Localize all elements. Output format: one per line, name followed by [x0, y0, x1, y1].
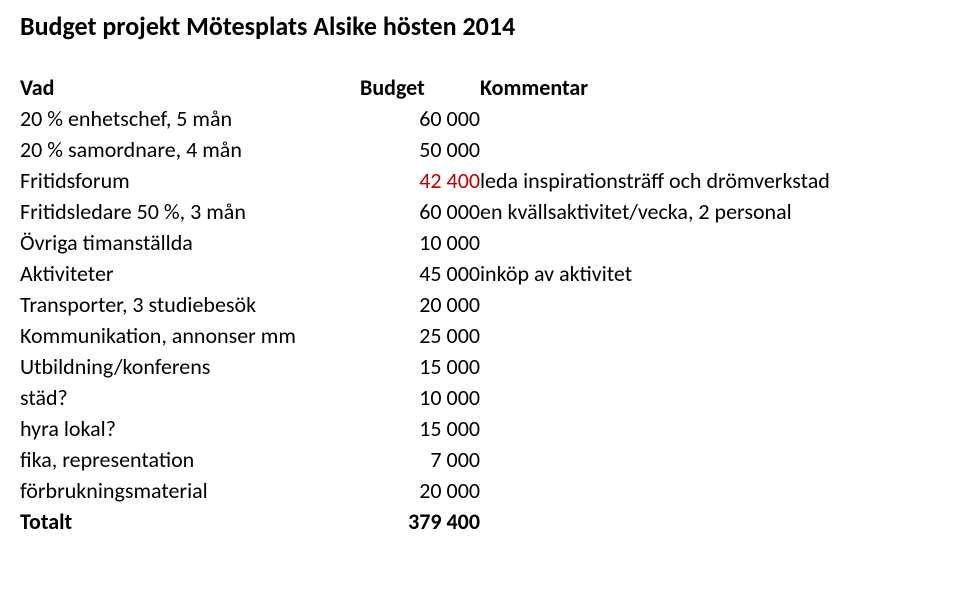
cell-kommentar: [480, 413, 940, 444]
cell-vad: Transporter, 3 studiebesök: [20, 289, 360, 320]
page: Budget projekt Mötesplats Alsike hösten …: [0, 0, 960, 547]
cell-vad: Fritidsledare 50 %, 3 mån: [20, 196, 360, 227]
col-header-kommentar: Kommentar: [480, 72, 940, 103]
table-row: Övriga timanställda10 000: [20, 227, 940, 258]
table-total-row: Totalt379 400: [20, 506, 940, 537]
table-row: städ?10 000: [20, 382, 940, 413]
cell-budget: 60 000: [360, 196, 480, 227]
cell-kommentar: inköp av aktivitet: [480, 258, 940, 289]
cell-budget: 20 000: [360, 289, 480, 320]
cell-vad: Kommunikation, annonser mm: [20, 320, 360, 351]
table-row: Kommunikation, annonser mm25 000: [20, 320, 940, 351]
table-row: 20 % enhetschef, 5 mån60 000: [20, 103, 940, 134]
table-row: Transporter, 3 studiebesök20 000: [20, 289, 940, 320]
table-row: Fritidsforum42 400leda inspirationsträff…: [20, 165, 940, 196]
table-row: 20 % samordnare, 4 mån50 000: [20, 134, 940, 165]
cell-kommentar: [480, 351, 940, 382]
col-header-budget: Budget: [360, 72, 480, 103]
cell-kommentar: [480, 289, 940, 320]
cell-vad: Övriga timanställda: [20, 227, 360, 258]
cell-vad: 20 % samordnare, 4 mån: [20, 134, 360, 165]
cell-kommentar: [480, 475, 940, 506]
cell-kommentar: [480, 320, 940, 351]
cell-budget: 50 000: [360, 134, 480, 165]
cell-budget: 15 000: [360, 413, 480, 444]
table-header-row: Vad Budget Kommentar: [20, 72, 940, 103]
cell-vad: städ?: [20, 382, 360, 413]
cell-total-budget: 379 400: [360, 506, 480, 537]
cell-budget: 10 000: [360, 227, 480, 258]
cell-kommentar: en kvällsaktivitet/vecka, 2 personal: [480, 196, 940, 227]
table-row: Aktiviteter45 000inköp av aktivitet: [20, 258, 940, 289]
table-row: hyra lokal?15 000: [20, 413, 940, 444]
cell-budget: 7 000: [360, 444, 480, 475]
cell-budget: 15 000: [360, 351, 480, 382]
table-row: Utbildning/konferens15 000: [20, 351, 940, 382]
cell-vad: 20 % enhetschef, 5 mån: [20, 103, 360, 134]
cell-vad: förbrukningsmaterial: [20, 475, 360, 506]
cell-kommentar: [480, 227, 940, 258]
cell-budget: 20 000: [360, 475, 480, 506]
cell-kommentar: leda inspirationsträff och drömverkstad: [480, 165, 940, 196]
cell-budget: 45 000: [360, 258, 480, 289]
table-body: 20 % enhetschef, 5 mån60 00020 % samordn…: [20, 103, 940, 537]
cell-kommentar: [480, 444, 940, 475]
cell-kommentar: [480, 103, 940, 134]
cell-vad: hyra lokal?: [20, 413, 360, 444]
cell-vad: fika, representation: [20, 444, 360, 475]
cell-budget: 10 000: [360, 382, 480, 413]
cell-vad: Utbildning/konferens: [20, 351, 360, 382]
cell-budget: 42 400: [360, 165, 480, 196]
cell-budget: 25 000: [360, 320, 480, 351]
cell-kommentar: [480, 134, 940, 165]
cell-total-kommentar: [480, 506, 940, 537]
table-row: Fritidsledare 50 %, 3 mån60 000en kvälls…: [20, 196, 940, 227]
cell-budget: 60 000: [360, 103, 480, 134]
budget-table: Vad Budget Kommentar 20 % enhetschef, 5 …: [20, 72, 940, 537]
cell-vad: Aktiviteter: [20, 258, 360, 289]
table-row: förbrukningsmaterial20 000: [20, 475, 940, 506]
cell-vad: Fritidsforum: [20, 165, 360, 196]
cell-kommentar: [480, 382, 940, 413]
cell-total-vad: Totalt: [20, 506, 360, 537]
table-row: fika, representation7 000: [20, 444, 940, 475]
col-header-vad: Vad: [20, 72, 360, 103]
page-title: Budget projekt Mötesplats Alsike hösten …: [20, 10, 940, 42]
